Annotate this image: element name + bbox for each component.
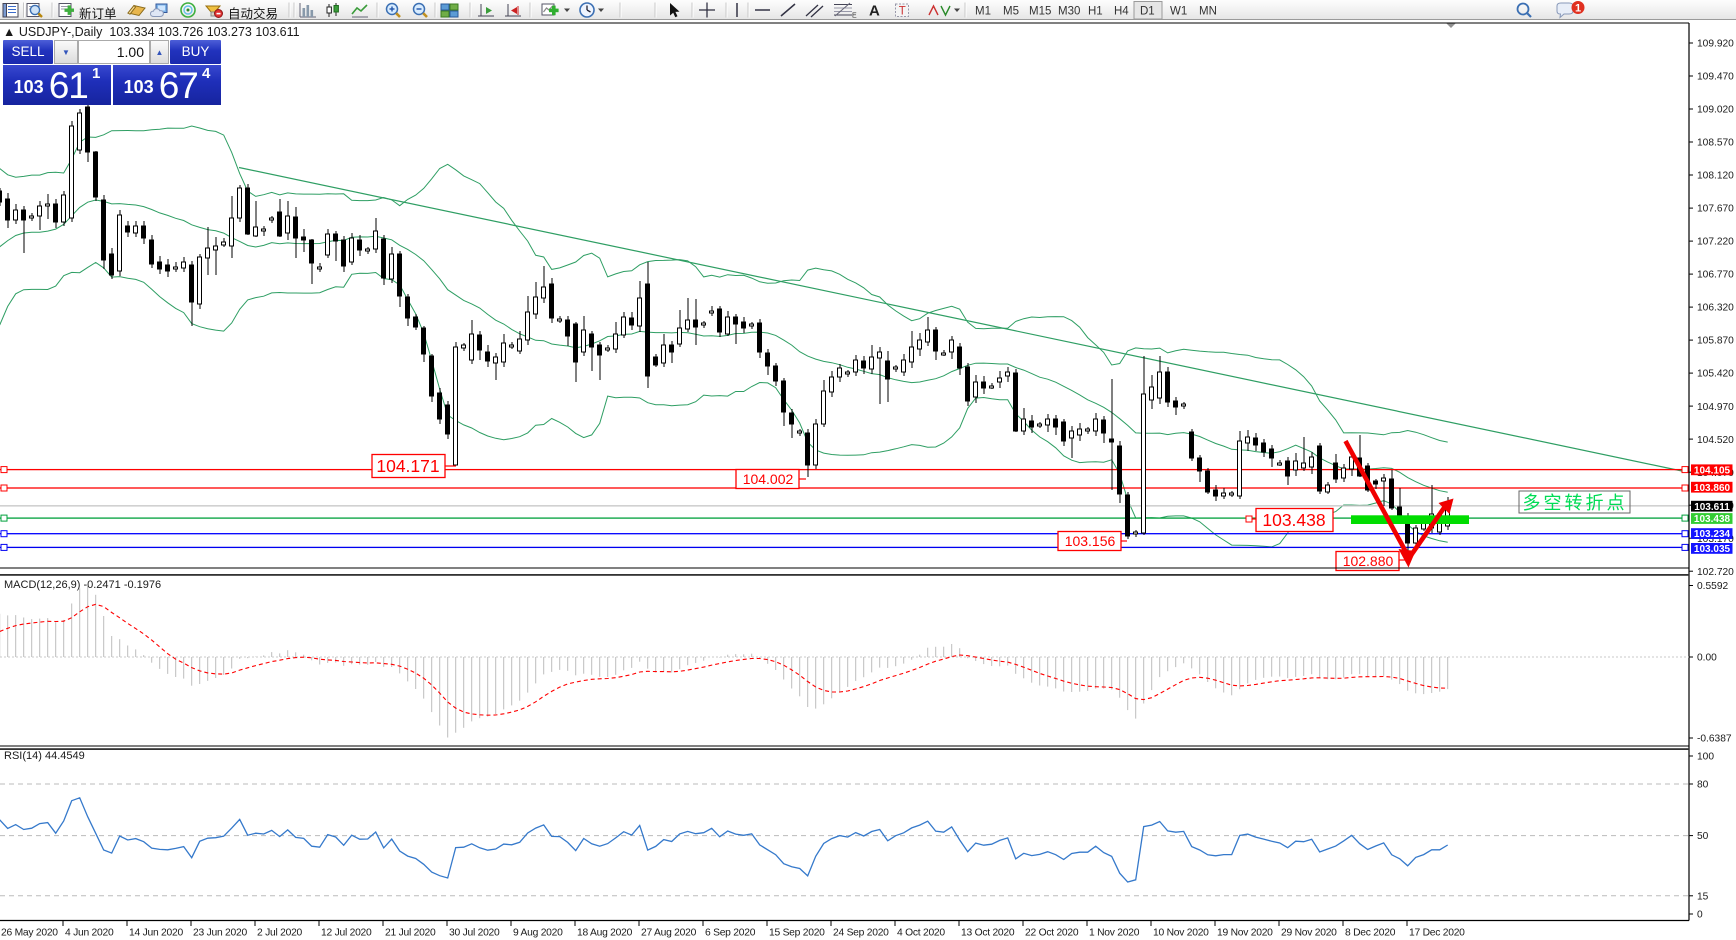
svg-text:4 Oct 2020: 4 Oct 2020 (897, 928, 945, 939)
svg-text:17 Dec 2020: 17 Dec 2020 (1409, 928, 1465, 939)
svg-text:103.438: 103.438 (1694, 514, 1731, 525)
svg-text:103.611: 103.611 (1694, 502, 1730, 513)
svg-text:102.720: 102.720 (1697, 567, 1734, 578)
svg-text:109.920: 109.920 (1697, 39, 1734, 50)
svg-text:0.5592: 0.5592 (1697, 581, 1728, 592)
svg-text:50: 50 (1697, 831, 1709, 842)
svg-text:106.320: 106.320 (1697, 303, 1734, 314)
svg-text:MACD(12,26,9) -0.2471 -0.1976: MACD(12,26,9) -0.2471 -0.1976 (4, 579, 161, 591)
svg-text:MN: MN (1199, 6, 1217, 18)
svg-text:30 Jul 2020: 30 Jul 2020 (449, 928, 500, 939)
svg-text:21 Jul 2020: 21 Jul 2020 (385, 928, 436, 939)
svg-text:105.420: 105.420 (1697, 369, 1734, 380)
svg-text:1 Nov 2020: 1 Nov 2020 (1089, 928, 1140, 939)
svg-text:27 Aug 2020: 27 Aug 2020 (641, 928, 697, 939)
svg-text:104.970: 104.970 (1697, 402, 1734, 413)
svg-text:0.00: 0.00 (1697, 653, 1717, 664)
svg-text:1: 1 (1575, 3, 1581, 15)
svg-text:9 Aug 2020: 9 Aug 2020 (513, 928, 563, 939)
svg-text:24 Sep 2020: 24 Sep 2020 (833, 928, 889, 939)
svg-text:22 Oct 2020: 22 Oct 2020 (1025, 928, 1079, 939)
svg-text:10 Nov 2020: 10 Nov 2020 (1153, 928, 1209, 939)
svg-text:103.170: 103.170 (1697, 534, 1734, 545)
svg-text:109.470: 109.470 (1697, 72, 1734, 83)
svg-text:100: 100 (1697, 752, 1714, 763)
svg-text:104.171: 104.171 (376, 456, 439, 476)
svg-text:H1: H1 (1088, 6, 1103, 18)
svg-text:15: 15 (1697, 891, 1709, 902)
svg-text:19 Nov 2020: 19 Nov 2020 (1217, 928, 1273, 939)
svg-text:107.220: 107.220 (1697, 237, 1734, 248)
svg-text:M30: M30 (1058, 6, 1080, 18)
svg-text:12 Jul 2020: 12 Jul 2020 (321, 928, 372, 939)
svg-text:0: 0 (1697, 910, 1703, 921)
svg-text:2 Jul 2020: 2 Jul 2020 (257, 928, 303, 939)
svg-text:26 May 2020: 26 May 2020 (1, 928, 58, 939)
svg-text:103.156: 103.156 (1065, 533, 1116, 549)
svg-text:M15: M15 (1029, 6, 1051, 18)
svg-text:104.520: 104.520 (1697, 435, 1734, 446)
svg-text:RSI(14) 44.4549: RSI(14) 44.4549 (4, 750, 85, 762)
svg-text:109.020: 109.020 (1697, 105, 1734, 116)
svg-text:108.570: 108.570 (1697, 138, 1734, 149)
svg-text:A: A (869, 3, 880, 20)
svg-text:104.002: 104.002 (743, 471, 794, 487)
svg-text:E: E (852, 13, 857, 20)
svg-text:18 Aug 2020: 18 Aug 2020 (577, 928, 633, 939)
svg-text:103.035: 103.035 (1694, 544, 1731, 555)
svg-text:6 Sep 2020: 6 Sep 2020 (705, 928, 756, 939)
svg-text:13 Oct 2020: 13 Oct 2020 (961, 928, 1015, 939)
svg-text:108.120: 108.120 (1697, 171, 1734, 182)
svg-text:M1: M1 (975, 6, 991, 18)
svg-text:15 Sep 2020: 15 Sep 2020 (769, 928, 825, 939)
svg-text:4 Jun 2020: 4 Jun 2020 (65, 928, 114, 939)
svg-text:80: 80 (1697, 780, 1709, 791)
svg-text:23 Jun 2020: 23 Jun 2020 (193, 928, 247, 939)
svg-text:D1: D1 (1140, 6, 1155, 18)
svg-text:14 Jun 2020: 14 Jun 2020 (129, 928, 183, 939)
svg-text:多空转折点: 多空转折点 (1523, 493, 1628, 513)
svg-text:29 Nov 2020: 29 Nov 2020 (1281, 928, 1337, 939)
svg-text:103.234: 103.234 (1694, 529, 1731, 540)
svg-text:H4: H4 (1114, 6, 1129, 18)
svg-text:105.870: 105.870 (1697, 336, 1734, 347)
svg-text:W1: W1 (1170, 6, 1187, 18)
svg-text:-0.6387: -0.6387 (1697, 734, 1732, 745)
svg-text:T: T (899, 6, 906, 18)
svg-text:104.105: 104.105 (1694, 465, 1731, 476)
svg-text:M5: M5 (1003, 6, 1019, 18)
svg-text:103.438: 103.438 (1262, 510, 1325, 530)
svg-text:103.860: 103.860 (1694, 483, 1731, 494)
svg-text:102.880: 102.880 (1343, 553, 1394, 569)
svg-text:106.770: 106.770 (1697, 270, 1734, 281)
svg-text:8 Dec 2020: 8 Dec 2020 (1345, 928, 1396, 939)
svg-text:107.670: 107.670 (1697, 204, 1734, 215)
